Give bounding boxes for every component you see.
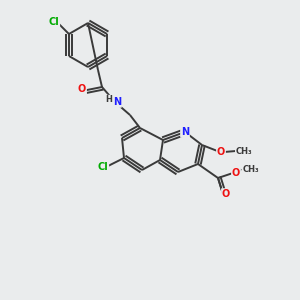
Text: O: O — [217, 147, 225, 157]
Text: Cl: Cl — [98, 162, 108, 172]
Text: O: O — [232, 168, 240, 178]
Text: O: O — [222, 189, 230, 199]
Text: N: N — [181, 127, 189, 137]
Text: Cl: Cl — [49, 17, 59, 27]
Text: CH₃: CH₃ — [243, 164, 259, 173]
Text: H: H — [106, 95, 112, 104]
Text: CH₃: CH₃ — [236, 146, 252, 155]
Text: N: N — [113, 97, 121, 107]
Text: O: O — [78, 84, 86, 94]
